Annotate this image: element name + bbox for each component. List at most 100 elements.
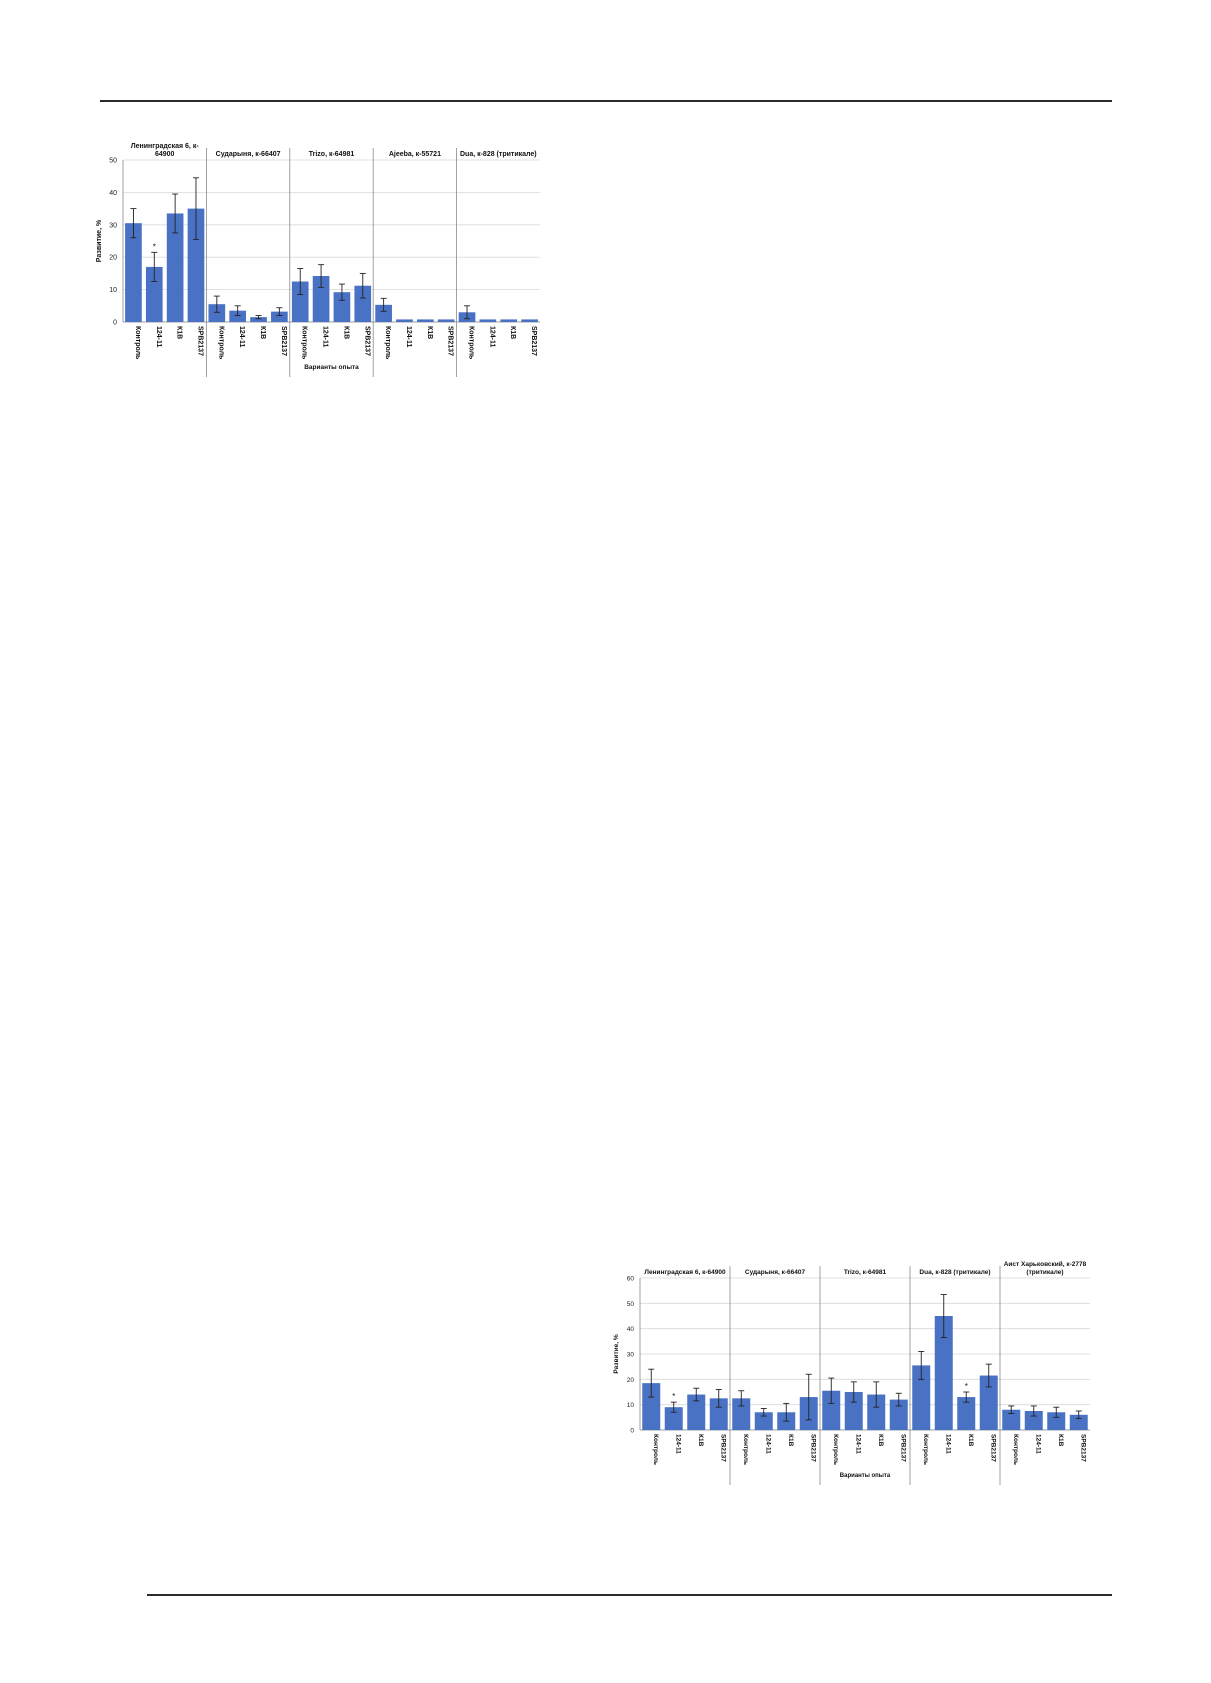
- x-tick-label: SPB2137: [363, 326, 370, 356]
- bar: [500, 319, 518, 322]
- panel-title: Trizo, к-64981: [844, 1269, 887, 1276]
- bar: [354, 285, 372, 322]
- bar: [979, 1375, 998, 1430]
- x-tick-label: Контроль: [384, 326, 391, 360]
- y-tick-label: 60: [627, 1276, 635, 1283]
- panel-title: Ajeeba, к-55721: [389, 151, 441, 158]
- bar: [187, 208, 205, 322]
- x-tick-label: SPB2137: [447, 326, 454, 356]
- bar: [912, 1365, 931, 1430]
- bar: [416, 319, 434, 322]
- x-tick-label: К1В: [342, 326, 349, 339]
- x-tick-label: SPB2137: [530, 326, 537, 356]
- x-tick-label: SPB2137: [1079, 1434, 1086, 1462]
- panel-title: Ленинградская 6, к-64900: [644, 1269, 726, 1276]
- x-tick-label: К1В: [1057, 1434, 1064, 1447]
- x-tick-label: SPB2137: [196, 326, 203, 356]
- bar: [822, 1390, 841, 1430]
- y-tick-label: 30: [627, 1352, 635, 1359]
- y-tick-label: 0: [113, 320, 117, 327]
- x-tick-label: SPB2137: [809, 1434, 816, 1462]
- bar: [1024, 1411, 1043, 1430]
- x-tick-label: 124-11: [674, 1434, 681, 1454]
- x-tick-label: SPB2137: [989, 1434, 996, 1462]
- bar: [642, 1383, 661, 1430]
- x-tick-label: К1В: [967, 1434, 974, 1447]
- y-axis-label: Развитие, %: [613, 1334, 620, 1374]
- y-tick-label: 0: [630, 1428, 634, 1435]
- header-rule: [100, 100, 1112, 102]
- footer-rule: [147, 1594, 1112, 1596]
- bar: [125, 223, 142, 322]
- y-tick-label: 50: [109, 158, 117, 165]
- x-tick-label: 124-11: [488, 326, 495, 348]
- panel-title: Dua, к-828 (тритикале): [460, 151, 537, 158]
- bar: [166, 213, 184, 322]
- x-tick-label: К1В: [877, 1434, 884, 1447]
- significance-mark: *: [153, 242, 156, 251]
- y-tick-label: 40: [109, 190, 117, 197]
- bar: [934, 1316, 953, 1430]
- bar: [889, 1399, 908, 1430]
- bar: [687, 1394, 706, 1430]
- y-tick-label: 20: [627, 1377, 635, 1384]
- x-axis-label: Варианты опыта: [840, 1473, 891, 1479]
- bar: [437, 319, 455, 322]
- bar: [844, 1392, 863, 1430]
- y-axis-label: Развитие, %: [96, 219, 103, 262]
- panel-title: Ленинградская 6, к-: [131, 143, 200, 150]
- x-tick-label: Контроль: [217, 326, 224, 360]
- bar: [271, 311, 288, 322]
- x-tick-label: К1В: [509, 326, 516, 339]
- bar: [754, 1412, 773, 1430]
- x-tick-label: SPB2137: [899, 1434, 906, 1462]
- y-tick-label: 50: [627, 1301, 635, 1308]
- bar: [1047, 1412, 1066, 1430]
- panel-title: Trizo, к-64981: [309, 151, 355, 158]
- x-tick-label: 124-11: [155, 326, 162, 348]
- bar: [312, 275, 330, 322]
- panel-title: Сударыня, к-66407: [216, 151, 281, 158]
- bar: [732, 1398, 751, 1430]
- significance-mark: *: [672, 1392, 675, 1401]
- x-tick-label: 124-11: [322, 326, 329, 348]
- x-tick-label: К1В: [787, 1434, 794, 1447]
- x-tick-label: 124-11: [764, 1434, 771, 1454]
- x-tick-label: 124-11: [1034, 1434, 1041, 1454]
- x-tick-label: Контроль: [301, 326, 308, 360]
- x-tick-label: К1В: [259, 326, 266, 339]
- y-tick-label: 10: [109, 287, 117, 294]
- panel-title: Dua, к-828 (тритикале): [919, 1269, 990, 1276]
- bar: [664, 1407, 683, 1430]
- figure-chart-2: 0 10 20 30 40 50 60 Развитие, % Ленинградская 6,…: [613, 1260, 1090, 1485]
- panel-title: (тритикале): [1026, 1269, 1063, 1276]
- x-tick-label: 124-11: [944, 1434, 951, 1454]
- bar: [521, 319, 538, 322]
- x-tick-label: К1В: [426, 326, 433, 339]
- x-tick-label: SPB2137: [719, 1434, 726, 1462]
- panel-title: Сударыня, к-66407: [745, 1269, 806, 1276]
- bar: [229, 310, 247, 322]
- y-tick-label: 20: [109, 255, 117, 262]
- x-tick-label: 124-11: [238, 326, 245, 348]
- y-tick-label: 10: [627, 1402, 635, 1409]
- x-tick-label: Контроль: [742, 1434, 749, 1465]
- bar: [957, 1397, 976, 1430]
- x-tick-label: Контроль: [652, 1434, 659, 1465]
- bar: [333, 292, 351, 322]
- panel-title: Аист Харьковский, к-2778: [1004, 1260, 1087, 1268]
- bar: [250, 317, 267, 322]
- bar: [479, 319, 497, 322]
- bar: [375, 304, 392, 322]
- bar: [396, 319, 413, 322]
- bar: [1002, 1409, 1021, 1430]
- y-tick-label: 30: [109, 222, 117, 229]
- x-tick-label: Контроль: [832, 1434, 839, 1465]
- panel-title: 64900: [155, 151, 175, 158]
- x-tick-label: Контроль: [468, 326, 475, 360]
- bar: [709, 1398, 728, 1430]
- bar: [867, 1394, 886, 1430]
- x-tick-label: Контроль: [134, 326, 141, 360]
- x-tick-label: 124-11: [854, 1434, 861, 1454]
- bar: [208, 304, 226, 322]
